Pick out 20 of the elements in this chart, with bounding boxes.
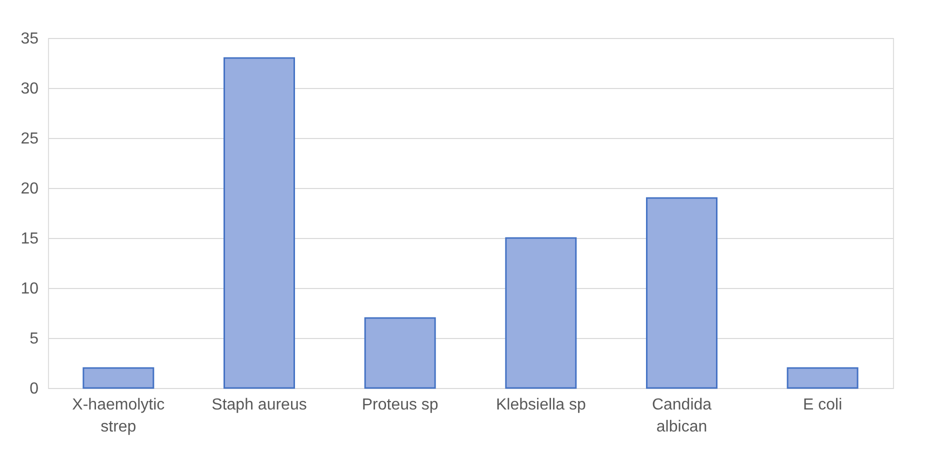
x-tick-label: Staph aureus — [212, 396, 307, 414]
y-tick-label: 35 — [20, 30, 39, 48]
y-tick-label: 15 — [20, 230, 39, 248]
bar — [786, 367, 858, 389]
x-tick-label: E coli — [803, 396, 842, 414]
y-tick-label: 10 — [20, 280, 39, 298]
bar — [646, 197, 718, 389]
y-tick-label: 20 — [20, 180, 39, 198]
bar — [224, 57, 295, 389]
y-tick-label: 0 — [30, 380, 39, 398]
bar — [364, 317, 436, 389]
x-tick-label: Proteus sp — [362, 396, 438, 414]
x-tick-label: Klebsiella sp — [496, 396, 586, 414]
y-tick-label: 25 — [20, 130, 39, 148]
y-tick-label: 5 — [30, 330, 39, 348]
x-tick-label: Candida albican — [652, 396, 712, 436]
bar — [82, 367, 154, 389]
bar — [505, 237, 577, 389]
x-tick-label: X-haemolytic strep — [72, 396, 165, 436]
y-tick-label: 30 — [20, 80, 39, 98]
